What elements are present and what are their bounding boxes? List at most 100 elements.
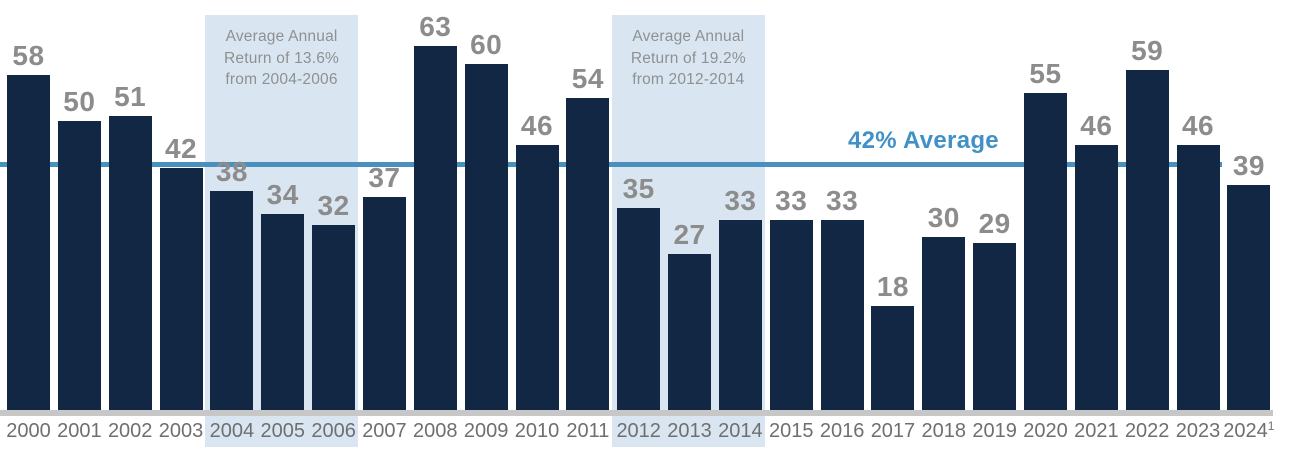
x-tick-label-2024: 20241	[1204, 418, 1292, 444]
year-text: 2002	[107, 420, 153, 442]
x-axis	[0, 410, 1273, 416]
bar-2007	[362, 197, 406, 410]
annotation-text: Average Annual Return of 19.2% from 2012-2…	[612, 26, 765, 91]
annotation-line: Average Annual	[225, 28, 338, 45]
bar-2016	[820, 220, 864, 410]
x-tick-label-2017: 2017	[848, 418, 938, 444]
x-tick-label-2003: 2003	[136, 418, 226, 444]
x-tick-label-2007: 2007	[339, 418, 429, 444]
bar-value-label-2018: 30	[927, 202, 960, 233]
year-text: 2011	[566, 420, 610, 442]
x-tick-label-2018: 2018	[899, 418, 989, 444]
annotation-line: from 2004-2006	[225, 71, 338, 88]
year-text: 2024	[1223, 420, 1268, 442]
year-text: 2020	[1023, 420, 1068, 442]
bar-2018	[922, 237, 966, 410]
year-text: 2021	[1074, 420, 1119, 442]
x-tick-label-2004: 2004	[187, 418, 277, 444]
bar-value-label-2019: 29	[978, 208, 1011, 239]
bar-value-label-2008: 63	[419, 11, 452, 42]
bar-value-label-2010: 46	[520, 110, 554, 141]
year-text: 2018	[921, 420, 967, 442]
x-tick-label-2012: 2012	[594, 418, 684, 444]
bar-2022	[1125, 70, 1169, 410]
year-text: 2017	[870, 420, 916, 442]
year-text: 2010	[514, 420, 560, 442]
average-line-label: 42% Average	[848, 127, 999, 154]
year-text: 2007	[362, 420, 407, 442]
bar-2005	[261, 214, 305, 410]
bar-2014	[718, 220, 762, 410]
bar-value-label-2012: 35	[622, 173, 655, 204]
bar-2023	[1176, 145, 1220, 410]
bar-value-label-2020: 55	[1029, 58, 1062, 89]
annotation-line: Return of 13.6%	[224, 49, 340, 67]
bar-value-label-2005: 34	[266, 179, 299, 210]
bar-2019	[973, 243, 1017, 410]
bar-value-label-2016: 33	[826, 185, 859, 216]
bar-value-label-2015: 33	[775, 185, 808, 216]
year-text: 2005	[260, 420, 306, 442]
bar-2002	[108, 116, 152, 410]
bar-value-label-2023: 46	[1181, 110, 1215, 141]
x-tick-label-2023: 2023	[1153, 418, 1243, 444]
bar-2006	[312, 225, 356, 410]
year-text: 2008	[413, 420, 458, 442]
x-tick-label-2009: 2009	[441, 418, 531, 444]
bar-value-label-2004: 38	[215, 156, 248, 187]
bar-value-label-2017: 18	[876, 271, 910, 302]
average-line	[0, 162, 1222, 167]
bar-2009	[464, 64, 508, 410]
bar-2020	[1024, 93, 1067, 410]
year-text: 2013	[667, 420, 712, 442]
year-text: 2023	[1175, 420, 1221, 442]
x-tick-label-2015: 2015	[746, 418, 836, 444]
bar-value-label-2022: 59	[1131, 35, 1164, 66]
bar-value-label-2021: 46	[1080, 110, 1113, 141]
x-tick-label-2021: 2021	[1051, 418, 1141, 444]
bar-value-label-2003: 42	[164, 133, 198, 164]
bar-value-label-2014: 33	[724, 185, 757, 216]
year-text: 2016	[819, 420, 865, 442]
x-tick-label-2013: 2013	[645, 418, 735, 444]
year-text: 2022	[1124, 420, 1170, 442]
year-text: 2014	[718, 420, 763, 442]
year-text: 2000	[6, 420, 51, 442]
year-text: 2004	[209, 420, 255, 442]
bar-value-label-2009: 60	[470, 29, 503, 60]
year-text: 2003	[158, 420, 204, 442]
x-tick-label-2016: 2016	[797, 418, 887, 444]
annotation-line: from 2012-2014	[632, 71, 745, 88]
x-tick-label-2000: 2000	[0, 418, 74, 444]
year-text: 2001	[57, 420, 102, 442]
x-tick-label-2001: 2001	[34, 418, 124, 444]
bar-2017	[871, 306, 915, 410]
bar-2004	[210, 191, 254, 410]
x-tick-label-2022: 2022	[1102, 418, 1192, 444]
bar-value-label-2011: 54	[571, 63, 604, 94]
bar-value-label-2024: 39	[1232, 150, 1265, 181]
year-text: 2015	[769, 420, 814, 442]
footnote-marker: 1	[1267, 419, 1275, 433]
bar-value-label-2001: 50	[63, 86, 96, 117]
annotation-line: Return of 19.2%	[630, 49, 746, 67]
annotation-line: Average Annual	[632, 28, 745, 45]
x-tick-label-2002: 2002	[85, 418, 175, 444]
bar-2021	[1074, 145, 1118, 410]
bar-2000	[7, 75, 50, 410]
bar-value-label-2000: 58	[12, 40, 45, 71]
bar-2010	[515, 145, 559, 410]
x-tick-label-2014: 2014	[695, 418, 785, 444]
year-text: 2012	[616, 420, 661, 442]
bar-value-label-2007: 37	[368, 162, 401, 193]
bar-2013	[668, 254, 712, 410]
bar-value-label-2002: 51	[114, 81, 147, 112]
bar-value-label-2013: 27	[673, 219, 706, 250]
annotation-text: Average Annual Return of 13.6% from 2004-2…	[205, 26, 358, 91]
bar-2011	[566, 98, 610, 410]
year-text: 2019	[972, 420, 1017, 442]
bar-2001	[57, 121, 101, 410]
x-tick-label-2010: 2010	[492, 418, 582, 444]
x-tick-label-2020: 2020	[1001, 418, 1091, 444]
bar-value-label-2006: 32	[317, 190, 350, 221]
